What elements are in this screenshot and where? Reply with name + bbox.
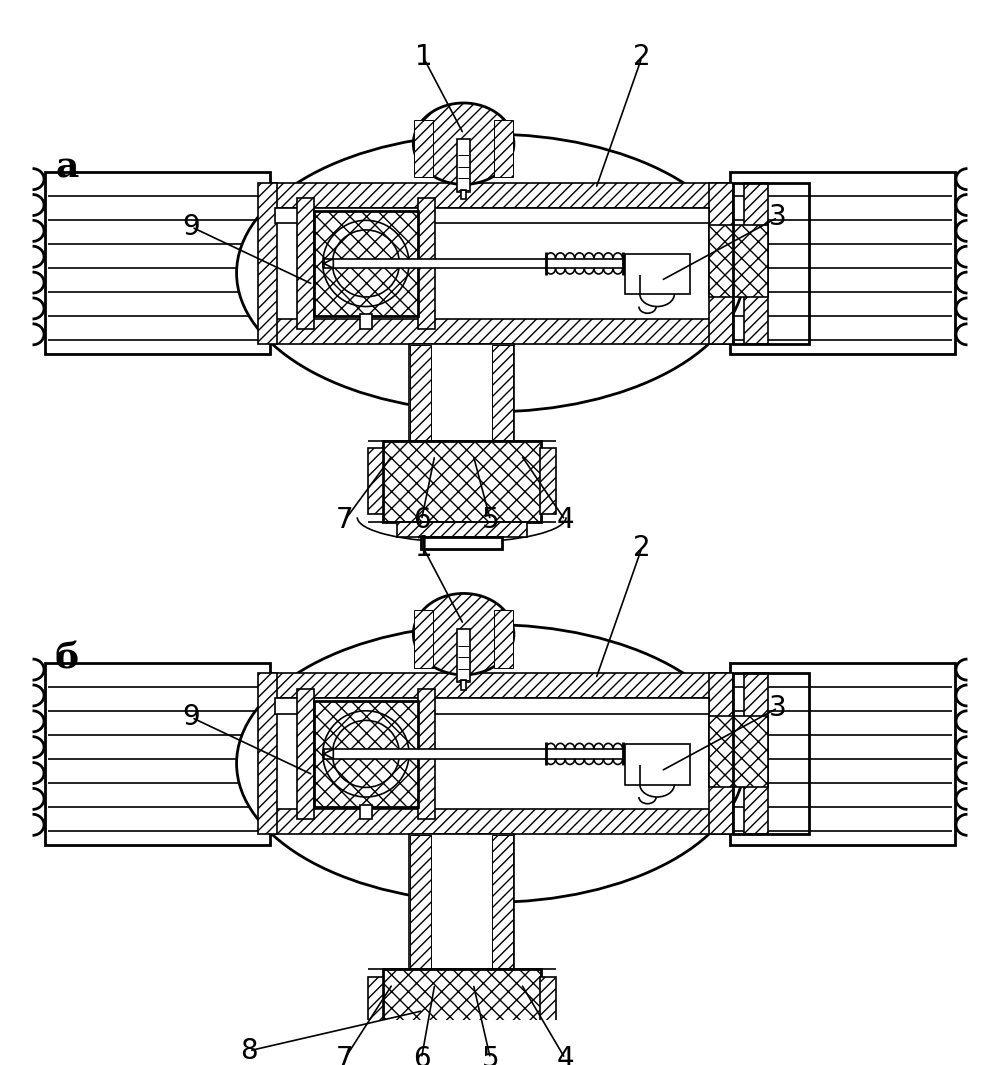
Bar bbox=[733, 673, 809, 834]
Bar bbox=[368, 977, 383, 1044]
Bar bbox=[410, 345, 431, 440]
Bar bbox=[409, 344, 514, 441]
Bar bbox=[314, 701, 418, 806]
Bar bbox=[461, 681, 466, 690]
Bar bbox=[457, 629, 470, 682]
Text: 9: 9 bbox=[183, 213, 200, 241]
Polygon shape bbox=[324, 259, 333, 268]
Bar bbox=[45, 173, 270, 355]
Ellipse shape bbox=[237, 134, 744, 412]
Bar bbox=[258, 183, 277, 344]
Bar bbox=[272, 320, 730, 344]
Bar bbox=[272, 673, 730, 699]
Bar bbox=[492, 835, 513, 968]
Bar bbox=[383, 969, 541, 1051]
Ellipse shape bbox=[413, 593, 514, 675]
Bar bbox=[733, 183, 809, 344]
Bar bbox=[540, 448, 556, 514]
Bar bbox=[275, 699, 709, 714]
Bar bbox=[258, 673, 277, 834]
Bar bbox=[297, 198, 314, 329]
Text: 7: 7 bbox=[336, 506, 354, 535]
Bar bbox=[324, 749, 630, 758]
Bar bbox=[409, 834, 514, 969]
Text: 1: 1 bbox=[415, 534, 432, 562]
Bar bbox=[272, 183, 730, 208]
Bar bbox=[625, 253, 690, 294]
Text: 6: 6 bbox=[413, 1045, 430, 1065]
Text: 3: 3 bbox=[769, 694, 787, 722]
Text: 6: 6 bbox=[413, 506, 430, 535]
Bar bbox=[414, 119, 433, 177]
Polygon shape bbox=[324, 749, 333, 758]
Bar bbox=[494, 610, 513, 668]
Text: 8: 8 bbox=[240, 1037, 258, 1065]
Text: 9: 9 bbox=[183, 704, 200, 732]
Bar bbox=[275, 208, 709, 224]
Bar bbox=[457, 138, 470, 192]
Bar bbox=[461, 190, 466, 199]
Bar bbox=[744, 183, 768, 344]
Bar bbox=[397, 522, 527, 538]
Bar bbox=[540, 977, 556, 1044]
Text: 4: 4 bbox=[556, 506, 574, 535]
Bar bbox=[709, 183, 733, 344]
Bar bbox=[730, 173, 955, 355]
Text: 1: 1 bbox=[415, 44, 432, 71]
Ellipse shape bbox=[413, 103, 514, 184]
Ellipse shape bbox=[237, 624, 744, 902]
Bar bbox=[418, 689, 435, 819]
Bar bbox=[410, 835, 431, 968]
Text: 2: 2 bbox=[633, 534, 651, 562]
Bar bbox=[45, 662, 270, 845]
Text: 4: 4 bbox=[556, 1045, 574, 1065]
Text: б: б bbox=[55, 641, 79, 675]
Bar bbox=[383, 441, 541, 522]
Bar bbox=[421, 538, 502, 548]
Bar bbox=[418, 198, 435, 329]
Bar bbox=[492, 345, 513, 440]
Text: а: а bbox=[55, 150, 79, 184]
Text: 5: 5 bbox=[482, 506, 499, 535]
Text: 5: 5 bbox=[482, 1045, 499, 1065]
Bar bbox=[709, 716, 768, 787]
Text: 3: 3 bbox=[769, 203, 787, 231]
Bar bbox=[360, 805, 372, 819]
Bar bbox=[730, 662, 955, 845]
Text: 2: 2 bbox=[633, 44, 651, 71]
Bar bbox=[744, 673, 768, 834]
Bar bbox=[709, 673, 733, 834]
Bar bbox=[272, 809, 730, 834]
Bar bbox=[324, 259, 630, 268]
Bar bbox=[625, 744, 690, 785]
Bar bbox=[494, 119, 513, 177]
Bar bbox=[297, 689, 314, 819]
Bar bbox=[314, 211, 418, 316]
Bar bbox=[414, 610, 433, 668]
Bar bbox=[360, 314, 372, 329]
Bar bbox=[368, 448, 383, 514]
Text: 7: 7 bbox=[336, 1045, 354, 1065]
Bar bbox=[397, 1051, 527, 1065]
Bar bbox=[709, 225, 768, 297]
